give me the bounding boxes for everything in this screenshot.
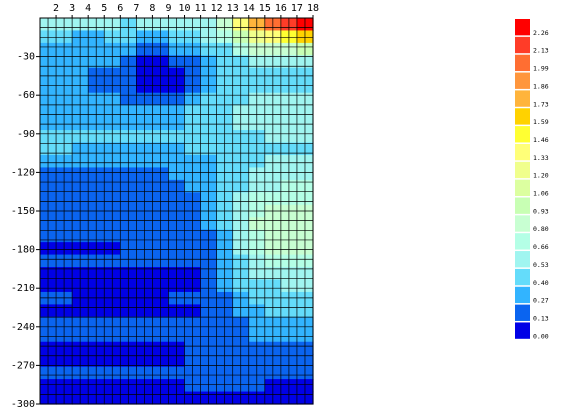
x-tick-label: 18 xyxy=(307,3,319,14)
colorbar-swatch xyxy=(515,36,530,54)
colorbar-label: 1.99 xyxy=(533,65,549,73)
colorbar-swatch xyxy=(515,126,530,143)
colorbar-swatch xyxy=(515,54,530,72)
x-tick-label: 11 xyxy=(195,3,207,14)
y-tick-label: -150 xyxy=(11,206,35,217)
colorbar-label: 1.46 xyxy=(533,136,549,144)
colorbar-swatch xyxy=(515,179,530,196)
colorbar-swatch xyxy=(515,90,530,107)
colorbar-label: 2.26 xyxy=(533,29,549,37)
colorbar-legend: 2.26 2.13 1.99 1.86 1.73 1.59 1.46 1.33 1.20 1.06… xyxy=(515,19,549,340)
colorbar-swatch xyxy=(515,251,530,268)
x-tick-label: 8 xyxy=(149,3,155,14)
y-tick-label: -120 xyxy=(11,167,35,178)
y-tick-label: -210 xyxy=(11,283,35,294)
colorbar-label: 1.06 xyxy=(533,190,549,198)
colorbar-label: 0.00 xyxy=(533,332,549,340)
colorbar-swatch xyxy=(515,233,530,250)
colorbar-label: 0.27 xyxy=(533,297,549,305)
colorbar-label: 1.20 xyxy=(533,172,549,180)
y-axis: -30 -60 -90 -120 -150 -180 -210 -240 -270 -300 xyxy=(11,52,40,408)
y-tick-label: -30 xyxy=(17,52,35,63)
y-tick-label: -180 xyxy=(11,245,35,256)
colorbar-swatch xyxy=(515,215,530,232)
colorbar-swatch xyxy=(515,108,530,125)
colorbar-swatch xyxy=(515,322,530,339)
colorbar-label: 0.66 xyxy=(533,243,549,251)
colorbar-swatch xyxy=(515,197,530,214)
x-axis: 2 3 4 5 6 7 8 9 10 11 12 13 14 15 16 17 18 xyxy=(53,3,319,18)
y-tick-label: -60 xyxy=(17,90,35,101)
colorbar-swatch xyxy=(515,161,530,179)
y-tick-label: -240 xyxy=(11,322,35,333)
colorbar-label: 1.73 xyxy=(533,100,549,108)
colorbar-swatch xyxy=(515,143,530,161)
grid xyxy=(39,17,314,405)
x-tick-label: 2 xyxy=(53,3,59,14)
x-tick-label: 10 xyxy=(179,3,191,14)
y-tick-label: -300 xyxy=(11,399,35,408)
colorbar-label: 0.93 xyxy=(533,207,549,215)
x-tick-label: 6 xyxy=(117,3,123,14)
colorbar-swatch xyxy=(515,286,530,304)
colorbar-label: 1.59 xyxy=(533,118,549,126)
colorbar-label: 0.40 xyxy=(533,279,549,287)
colorbar-swatch xyxy=(515,268,530,286)
x-tick-label: 5 xyxy=(101,3,107,14)
x-tick-label: 13 xyxy=(227,3,239,14)
x-tick-label: 7 xyxy=(133,3,139,14)
colorbar-label: 0.53 xyxy=(533,261,549,269)
y-tick-label: -270 xyxy=(11,360,35,371)
x-tick-label: 3 xyxy=(69,3,75,14)
colorbar-swatch xyxy=(515,72,530,89)
x-tick-label: 9 xyxy=(165,3,171,14)
x-tick-label: 17 xyxy=(291,3,303,14)
x-tick-label: 4 xyxy=(85,3,91,14)
colorbar-label: 0.13 xyxy=(533,314,549,322)
x-tick-label: 15 xyxy=(259,3,271,14)
colorbar-label: 0.80 xyxy=(533,225,549,233)
colorbar-label: 1.33 xyxy=(533,154,549,162)
x-tick-label: 14 xyxy=(243,3,255,14)
colorbar-swatch xyxy=(515,19,530,36)
colorbar-label: 2.13 xyxy=(533,47,549,55)
colorbar-swatch xyxy=(515,304,530,321)
y-tick-label: -90 xyxy=(17,129,35,140)
x-tick-label: 16 xyxy=(275,3,287,14)
x-tick-label: 12 xyxy=(211,3,223,14)
colorbar-label: 1.86 xyxy=(533,82,549,90)
